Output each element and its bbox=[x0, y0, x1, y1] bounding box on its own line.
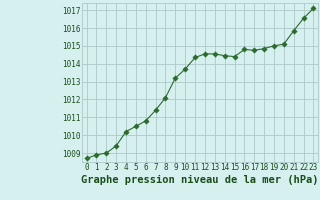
X-axis label: Graphe pression niveau de la mer (hPa): Graphe pression niveau de la mer (hPa) bbox=[81, 175, 319, 185]
